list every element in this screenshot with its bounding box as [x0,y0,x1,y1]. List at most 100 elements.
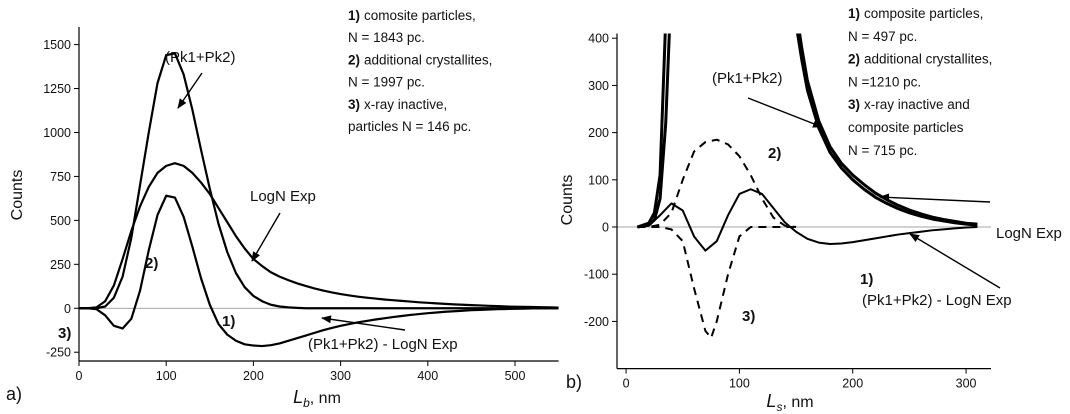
note-line: N = 715 pc. [848,143,917,158]
note-text: N =1210 pc. [848,74,921,89]
note-text: additional crystallites, [864,52,992,67]
note-text: additional crystallites, [364,52,492,67]
note-line: particles N = 146 pc. [348,119,471,134]
x-label-subscript: s [776,400,782,414]
y-tick-label: 100 [588,173,609,187]
x-tick-label: 200 [842,377,863,391]
y-tick-label: 300 [588,79,609,93]
x-tick-label: 400 [417,369,438,383]
arrow [909,233,1001,289]
note-line: 2) additional crystallites, [348,52,492,67]
series-label: LogN Exp [250,188,316,205]
note-text: N = 1997 pc. [348,75,425,90]
note-number: 2) [348,52,360,67]
note-number: 1) [848,6,860,21]
arrows [177,72,1001,331]
note-line: 3) x-ray inactive and [848,97,970,112]
note-text: x-ray inactive, [364,97,447,112]
x-label-unit: , nm [782,394,813,411]
x-tick-label: 0 [76,369,83,383]
note-text: N = 1843 pc. [348,30,425,45]
annotation: 1) [860,271,873,288]
x-label-symbol: L [766,391,776,411]
series-label: (Pk1+Pk2) [165,49,235,66]
y-tick-label: 1250 [43,82,71,96]
panel-label: b) [566,372,582,392]
note-number: 2) [848,52,860,67]
series-lines [636,33,978,339]
y-axis-label: Counts [559,175,576,226]
annotation: 3) [58,325,71,342]
y-tick-label: 200 [588,126,609,140]
y-tick-label: -250 [46,346,71,360]
arrow [879,193,991,203]
y-tick-label: 0 [602,221,609,235]
annotation: 2) [145,255,158,272]
x-tick-label: 300 [956,377,977,391]
series-line [637,138,797,229]
arrow [251,212,281,262]
note-text: particles N = 146 pc. [348,119,471,134]
series-line [637,226,797,339]
series-lines [79,52,559,348]
series-label: (Pk1+Pk2) [712,70,782,87]
note-line: N = 1843 pc. [348,30,425,45]
series-label: (Pk1+Pk2) - LogN Exp [308,336,458,353]
y-tick-label: 1500 [43,38,71,52]
x-axis-label: Ls, nm [766,391,813,414]
note-number: 3) [348,97,360,112]
y-tick-label: 750 [50,170,71,184]
note-line: composite particles [848,120,964,135]
y-tick-label: 1000 [43,126,71,140]
y-tick-label: 500 [50,214,71,228]
x-tick-label: 200 [243,369,264,383]
note-line: 3) x-ray inactive, [348,97,447,112]
arrow [321,315,406,331]
y-tick-label: 400 [588,32,609,46]
note-line: 1) comosite particles, [348,8,476,23]
series-label: LogN Exp [996,225,1062,242]
series-line [796,33,978,227]
series-line [79,52,559,310]
note-text: N = 497 pc. [848,29,917,44]
series-line [79,194,559,348]
note-line: 1) composite particles, [848,6,983,21]
panel: -250 0 250 500 750 1000 1250 1500 0 100 200 300 400 5… [6,8,559,410]
panel: -200 -100 0 100 200 300 400 0 100 200 300 (Pk1+Pk2)… [559,6,1062,414]
note-text: N = 715 pc. [848,143,917,158]
x-label-unit: , nm [310,390,341,407]
x-tick-label: 100 [729,377,750,391]
y-axis-label: Counts [9,170,26,221]
arrow [177,72,203,109]
note-line: N =1210 pc. [848,74,921,89]
annotation: 1) [222,313,235,330]
panel-label: a) [6,384,22,404]
series-line [636,33,667,229]
note-text: composite particles, [864,6,983,21]
arrow [747,97,823,128]
y-tick-label: -100 [584,268,609,282]
series-line [79,162,559,310]
note-text: composite particles [848,120,964,135]
x-axis-label: Lb, nm [293,387,341,410]
x-tick-label: 500 [505,369,526,383]
annotation: 2) [768,145,781,162]
x-tick-label: 300 [330,369,351,383]
x-tick-label: 0 [623,377,630,391]
x-label-subscript: b [303,396,310,410]
x-label-symbol: L [293,387,303,407]
note-number: 3) [848,97,860,112]
note-number: 1) [348,8,360,23]
series-line [637,188,978,252]
series-label: (Pk1+Pk2) - LogN Exp [862,292,1012,309]
note-line: N = 497 pc. [848,29,917,44]
annotation: 3) [742,308,755,325]
y-tick-label: -200 [584,315,609,329]
note-text: x-ray inactive and [864,97,970,112]
note-line: N = 1997 pc. [348,75,425,90]
x-tick-label: 100 [156,369,177,383]
y-tick-label: 250 [50,258,71,272]
note-line: 2) additional crystallites, [848,52,992,67]
